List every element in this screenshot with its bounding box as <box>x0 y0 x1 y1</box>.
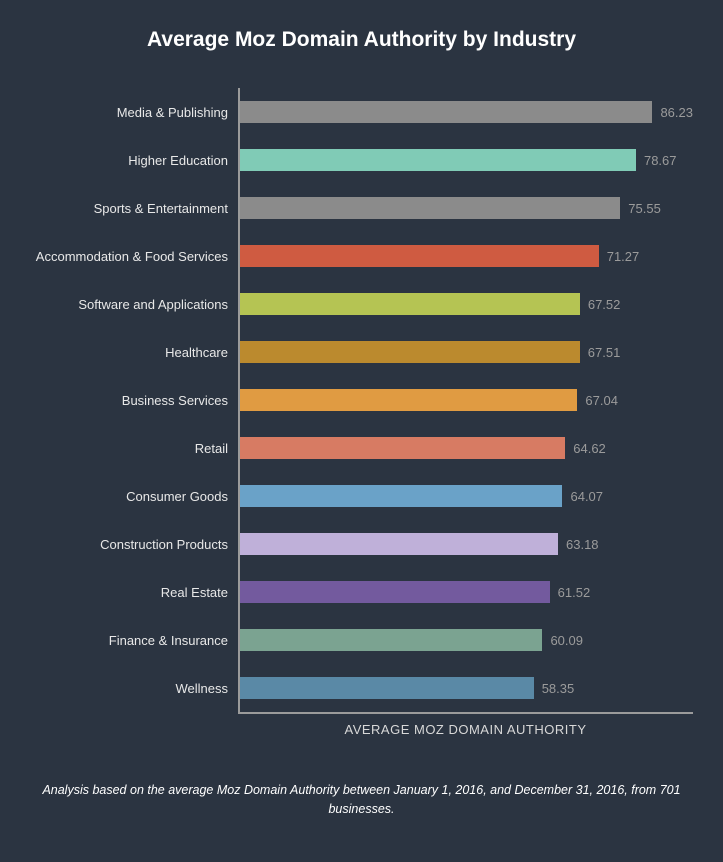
bar-row: 67.51 <box>240 328 693 376</box>
plot-area: Media & PublishingHigher EducationSports… <box>30 88 693 714</box>
bar-row: 67.52 <box>240 280 693 328</box>
bar-value: 60.09 <box>550 633 583 648</box>
bar <box>240 197 620 219</box>
bar-value: 75.55 <box>628 201 661 216</box>
y-axis-labels: Media & PublishingHigher EducationSports… <box>30 88 238 714</box>
bar-value: 63.18 <box>566 537 599 552</box>
bar-value: 67.51 <box>588 345 621 360</box>
bar-row: 60.09 <box>240 616 693 664</box>
bar-row: 58.35 <box>240 664 693 712</box>
bars-area: 86.23 78.67 75.55 71.27 67.52 67.51 67.04 64.62… <box>238 88 693 714</box>
bar <box>240 485 562 507</box>
bar <box>240 149 636 171</box>
bar-value: 67.04 <box>585 393 618 408</box>
category-label: Accommodation & Food Services <box>30 232 228 280</box>
bar <box>240 677 534 699</box>
bar-value: 78.67 <box>644 153 677 168</box>
bar-row: 78.67 <box>240 136 693 184</box>
chart-footnote: Analysis based on the average Moz Domain… <box>30 781 693 819</box>
category-label: Wellness <box>30 664 228 712</box>
bar-value: 61.52 <box>558 585 591 600</box>
category-label: Construction Products <box>30 520 228 568</box>
bar-value: 86.23 <box>660 105 693 120</box>
category-label: Media & Publishing <box>30 88 228 136</box>
bar-row: 63.18 <box>240 520 693 568</box>
x-axis-wrapper: AVERAGE MOZ DOMAIN AUTHORITY <box>238 722 693 737</box>
x-axis-label: AVERAGE MOZ DOMAIN AUTHORITY <box>238 722 693 737</box>
category-label: Healthcare <box>30 328 228 376</box>
chart-title: Average Moz Domain Authority by Industry <box>30 28 693 52</box>
bar-row: 86.23 <box>240 88 693 136</box>
category-label: Finance & Insurance <box>30 616 228 664</box>
bar-value: 71.27 <box>607 249 640 264</box>
category-label: Business Services <box>30 376 228 424</box>
bar <box>240 341 580 363</box>
bar <box>240 245 599 267</box>
category-label: Consumer Goods <box>30 472 228 520</box>
bar-value: 64.07 <box>570 489 603 504</box>
chart-container: Average Moz Domain Authority by Industry… <box>0 0 723 862</box>
bar <box>240 293 580 315</box>
bar-row: 64.62 <box>240 424 693 472</box>
category-label: Software and Applications <box>30 280 228 328</box>
bar-row: 75.55 <box>240 184 693 232</box>
bar-value: 58.35 <box>542 681 575 696</box>
bar <box>240 389 577 411</box>
bar-value: 64.62 <box>573 441 606 456</box>
bar <box>240 629 542 651</box>
bar <box>240 533 558 555</box>
bar-row: 67.04 <box>240 376 693 424</box>
category-label: Sports & Entertainment <box>30 184 228 232</box>
bar <box>240 437 565 459</box>
category-label: Retail <box>30 424 228 472</box>
bar-row: 64.07 <box>240 472 693 520</box>
bar <box>240 581 550 603</box>
bar-row: 61.52 <box>240 568 693 616</box>
bar <box>240 101 652 123</box>
bar-row: 71.27 <box>240 232 693 280</box>
bar-value: 67.52 <box>588 297 621 312</box>
category-label: Higher Education <box>30 136 228 184</box>
category-label: Real Estate <box>30 568 228 616</box>
